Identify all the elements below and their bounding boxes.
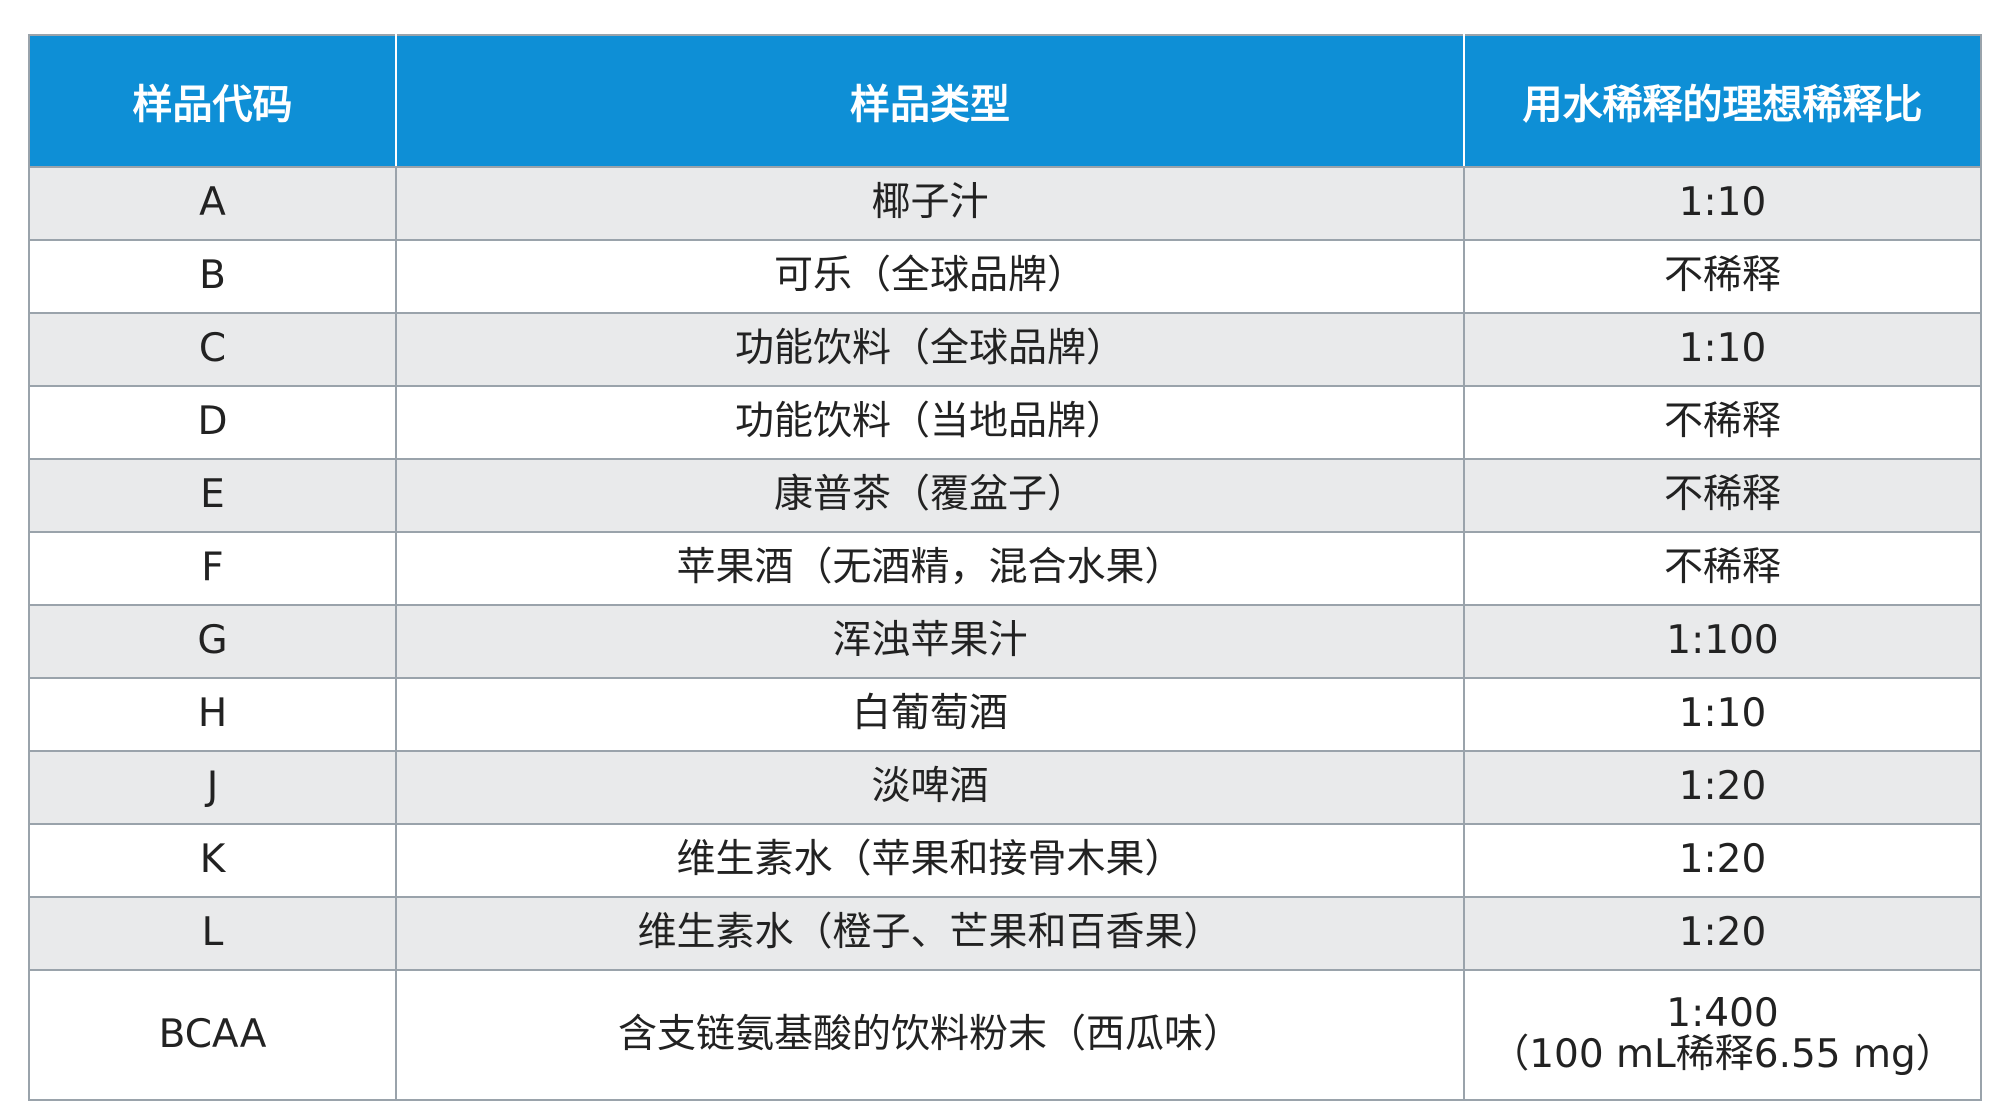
dilution-ratio-line: 1:10	[1678, 180, 1767, 226]
dilution-ratio-cell: 1:100	[1463, 604, 1982, 679]
sample-code-cell: C	[28, 312, 397, 387]
sample-type-cell: 维生素水（苹果和接骨木果）	[395, 823, 1465, 898]
sample-type-cell: 功能饮料（当地品牌）	[395, 385, 1465, 460]
dilution-ratio-line: 1:10	[1678, 691, 1767, 737]
table-row: L 维生素水（橙子、芒果和百香果） 1:20	[28, 896, 1982, 971]
sample-type-cell: 可乐（全球品牌）	[395, 239, 1465, 314]
dilution-ratio-cell: 1:20	[1463, 750, 1982, 825]
dilution-ratio-line: 不稀释	[1663, 545, 1781, 591]
sample-code-cell: G	[28, 604, 397, 679]
sample-code-cell: F	[28, 531, 397, 606]
sample-type-cell: 维生素水（橙子、芒果和百香果）	[395, 896, 1465, 971]
dilution-ratio-cell: 不稀释	[1463, 385, 1982, 460]
dilution-ratio-line: 不稀释	[1663, 472, 1781, 518]
dilution-ratio-line: 1:10	[1678, 326, 1767, 372]
table-header-row: 样品代码 样品类型 用水稀释的理想稀释比	[28, 34, 1982, 168]
dilution-ratio-line: 1:20	[1678, 910, 1767, 956]
sample-code-cell: BCAA	[28, 969, 397, 1101]
dilution-table: 样品代码 样品类型 用水稀释的理想稀释比 A 椰子汁 1:10 B 可乐（全球品牌） 不稀…	[28, 34, 1982, 1101]
dilution-ratio-cell: 不稀释	[1463, 531, 1982, 606]
dilution-ratio-cell: 不稀释	[1463, 239, 1982, 314]
table-row: G 浑浊苹果汁 1:100	[28, 604, 1982, 679]
sample-type-cell: 浑浊苹果汁	[395, 604, 1465, 679]
dilution-ratio-line: 1:20	[1678, 764, 1767, 810]
sample-code-cell: L	[28, 896, 397, 971]
dilution-ratio-line: 不稀释	[1663, 253, 1781, 299]
sample-code-cell: D	[28, 385, 397, 460]
sample-code-cell: A	[28, 166, 397, 241]
dilution-ratio-cell: 1:10	[1463, 312, 1982, 387]
dilution-table-container: 样品代码 样品类型 用水稀释的理想稀释比 A 椰子汁 1:10 B 可乐（全球品牌） 不稀…	[28, 34, 1982, 1101]
sample-code-cell: E	[28, 458, 397, 533]
table-row: H 白葡萄酒 1:10	[28, 677, 1982, 752]
sample-code-cell: H	[28, 677, 397, 752]
sample-type-cell: 椰子汁	[395, 166, 1465, 241]
sample-code-cell: B	[28, 239, 397, 314]
header-dilution-ratio: 用水稀释的理想稀释比	[1463, 34, 1982, 168]
sample-code-cell: J	[28, 750, 397, 825]
table-row: K 维生素水（苹果和接骨木果） 1:20	[28, 823, 1982, 898]
dilution-ratio-line: 1:100	[1666, 618, 1779, 664]
table-row: F 苹果酒（无酒精，混合水果） 不稀释	[28, 531, 1982, 606]
table-row: BCAA 含支链氨基酸的饮料粉末（西瓜味） 1:400 （100 mL稀释6.55 m…	[28, 969, 1982, 1101]
sample-type-cell: 苹果酒（无酒精，混合水果）	[395, 531, 1465, 606]
table-body: A 椰子汁 1:10 B 可乐（全球品牌） 不稀释 C 功能饮料（全球品牌） 1:10 D 功能饮料…	[28, 166, 1982, 1101]
table-row: C 功能饮料（全球品牌） 1:10	[28, 312, 1982, 387]
dilution-ratio-line: （100 mL稀释6.55 mg）	[1490, 1032, 1955, 1077]
dilution-ratio-line: 不稀释	[1663, 399, 1781, 445]
dilution-ratio-cell: 1:20	[1463, 823, 1982, 898]
header-sample-type: 样品类型	[395, 34, 1465, 168]
sample-type-cell: 淡啤酒	[395, 750, 1465, 825]
dilution-ratio-cell: 1:400 （100 mL稀释6.55 mg）	[1463, 969, 1982, 1101]
dilution-ratio-cell: 1:10	[1463, 166, 1982, 241]
table-row: J 淡啤酒 1:20	[28, 750, 1982, 825]
header-sample-code: 样品代码	[28, 34, 397, 168]
sample-type-cell: 白葡萄酒	[395, 677, 1465, 752]
dilution-ratio-line: 1:20	[1678, 837, 1767, 883]
table-row: D 功能饮料（当地品牌） 不稀释	[28, 385, 1982, 460]
table-row: E 康普茶（覆盆子） 不稀释	[28, 458, 1982, 533]
sample-type-cell: 含支链氨基酸的饮料粉末（西瓜味）	[395, 969, 1465, 1101]
sample-type-cell: 康普茶（覆盆子）	[395, 458, 1465, 533]
table-row: B 可乐（全球品牌） 不稀释	[28, 239, 1982, 314]
dilution-ratio-line: 1:400	[1666, 991, 1779, 1037]
dilution-ratio-cell: 不稀释	[1463, 458, 1982, 533]
dilution-ratio-cell: 1:10	[1463, 677, 1982, 752]
table-row: A 椰子汁 1:10	[28, 166, 1982, 241]
sample-code-cell: K	[28, 823, 397, 898]
sample-type-cell: 功能饮料（全球品牌）	[395, 312, 1465, 387]
dilution-ratio-cell: 1:20	[1463, 896, 1982, 971]
